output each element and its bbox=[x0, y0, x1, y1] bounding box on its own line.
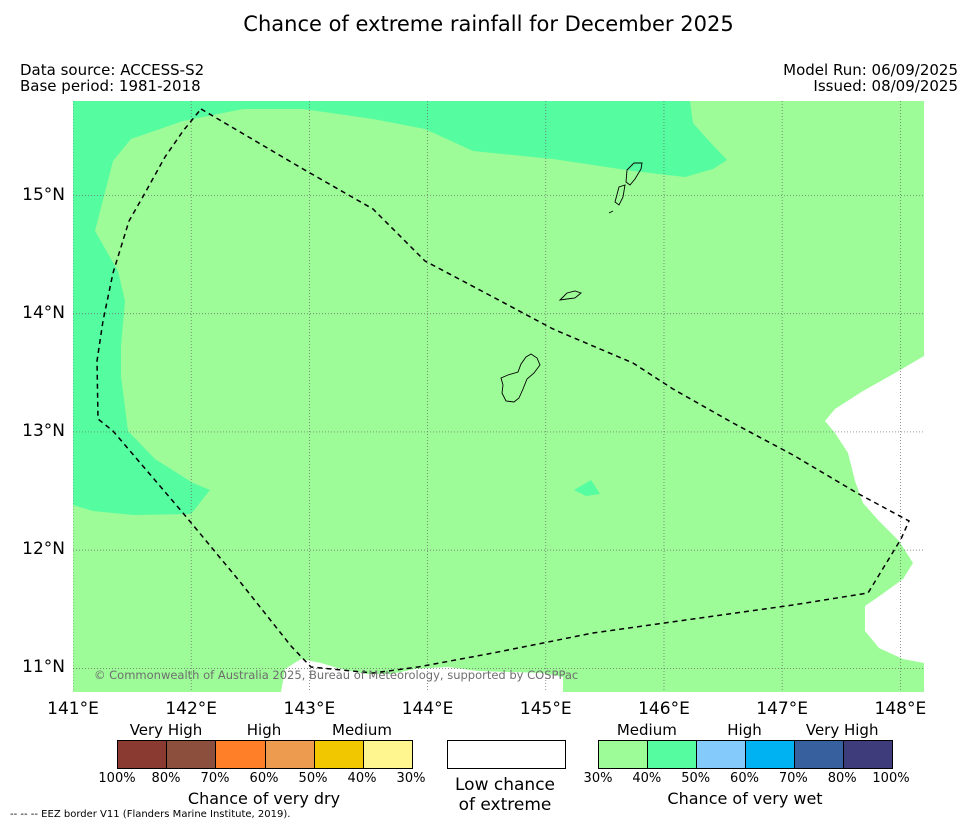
wet-legend-swatch bbox=[697, 741, 746, 768]
latitude-label: 11°N bbox=[22, 657, 65, 678]
longitude-label: 144°E bbox=[401, 699, 454, 719]
latitude-label: 14°N bbox=[22, 302, 65, 323]
dry-legend-swatches bbox=[117, 740, 413, 769]
dry-legend-swatch bbox=[265, 741, 315, 768]
wet-legend-tick: 30% bbox=[583, 771, 613, 786]
dry-legend-category: Medium bbox=[332, 721, 392, 739]
wet-legend-swatches bbox=[598, 740, 893, 769]
wet-legend-category: Medium bbox=[616, 721, 677, 739]
longitude-label: 145°E bbox=[519, 699, 572, 719]
wet-legend-swatch bbox=[599, 741, 648, 768]
data-source: Data source: ACCESS-S2 bbox=[20, 61, 205, 79]
run-info: Model Run: 06/09/2025 Issued: 08/09/2025 bbox=[783, 62, 958, 94]
issued-date: Issued: 08/09/2025 bbox=[813, 77, 958, 95]
longitude-label: 146°E bbox=[638, 699, 690, 719]
dry-legend-tick: 100% bbox=[98, 771, 136, 786]
wet-legend-swatch bbox=[844, 741, 892, 768]
medium-wet-area bbox=[73, 101, 924, 692]
dry-legend-category: High bbox=[246, 721, 282, 739]
longitude-label: 148°E bbox=[874, 699, 927, 719]
dry-legend-tick: 50% bbox=[298, 771, 328, 786]
dry-legend-tick: 40% bbox=[347, 771, 377, 786]
map-copyright: © Commonwealth of Australia 2025, Bureau… bbox=[94, 668, 578, 682]
dry-legend-tick: 80% bbox=[151, 771, 181, 786]
dry-legend-tick: 30% bbox=[396, 771, 426, 786]
island-aguijan bbox=[608, 210, 614, 214]
graticule bbox=[73, 101, 924, 692]
island-outlines bbox=[500, 162, 643, 403]
low-chance-east bbox=[825, 356, 924, 663]
longitude-label: 141°E bbox=[47, 699, 99, 719]
high-wet-region-north bbox=[73, 101, 727, 515]
latitude-label: 15°N bbox=[22, 184, 65, 205]
page-title: Chance of extreme rainfall for December … bbox=[243, 12, 734, 36]
wet-legend-category: Very High bbox=[805, 721, 879, 739]
wet-legend-swatch bbox=[648, 741, 697, 768]
longitude-label: 143°E bbox=[283, 699, 336, 719]
longitude-label: 147°E bbox=[756, 699, 809, 719]
dry-legend-swatch bbox=[167, 741, 217, 768]
dry-legend-swatch bbox=[314, 741, 364, 768]
data-info: Data source: ACCESS-S2 Base period: 1981… bbox=[20, 62, 204, 94]
wet-legend-tick: 70% bbox=[778, 771, 808, 786]
high-wet-region-small bbox=[574, 480, 600, 496]
dry-legend-swatch bbox=[118, 741, 168, 768]
model-run: Model Run: 06/09/2025 bbox=[783, 61, 958, 79]
island-tinian bbox=[614, 184, 626, 206]
longitude-label: 142°E bbox=[165, 699, 218, 719]
latitude-label: 12°N bbox=[22, 539, 65, 560]
island-guam bbox=[500, 353, 541, 403]
rainfall-map: © Commonwealth of Australia 2025, Bureau… bbox=[73, 101, 924, 692]
footnote: -- -- -- EEZ border V11 (Flanders Marine… bbox=[10, 809, 291, 820]
dry-legend-tick: 70% bbox=[200, 771, 230, 786]
wet-legend-swatch bbox=[746, 741, 795, 768]
eez-border bbox=[96, 108, 910, 674]
wet-legend-tick: 50% bbox=[681, 771, 711, 786]
wet-legend-tick: 100% bbox=[872, 771, 910, 786]
dry-legend-category: Very High bbox=[129, 721, 203, 739]
wet-legend-title: Chance of very wet bbox=[667, 789, 823, 808]
low-chance-swatch bbox=[447, 740, 566, 769]
island-rota bbox=[558, 290, 582, 301]
wet-legend-tick: 80% bbox=[827, 771, 857, 786]
low-chance-label-2: of extreme bbox=[458, 795, 552, 815]
island-saipan bbox=[625, 162, 643, 186]
low-chance-label-1: Low chance bbox=[455, 775, 555, 795]
dry-legend-swatch bbox=[216, 741, 266, 768]
wet-legend-swatch bbox=[795, 741, 844, 768]
wet-legend-tick: 40% bbox=[632, 771, 662, 786]
low-chance-south bbox=[281, 659, 563, 692]
dry-legend-swatch bbox=[363, 741, 413, 768]
dry-legend-tick: 60% bbox=[249, 771, 279, 786]
wet-legend-category: High bbox=[727, 721, 762, 739]
dry-legend-title: Chance of very dry bbox=[187, 789, 341, 808]
latitude-label: 13°N bbox=[22, 420, 65, 441]
wet-legend-tick: 60% bbox=[730, 771, 759, 786]
base-period: Base period: 1981-2018 bbox=[20, 77, 201, 95]
